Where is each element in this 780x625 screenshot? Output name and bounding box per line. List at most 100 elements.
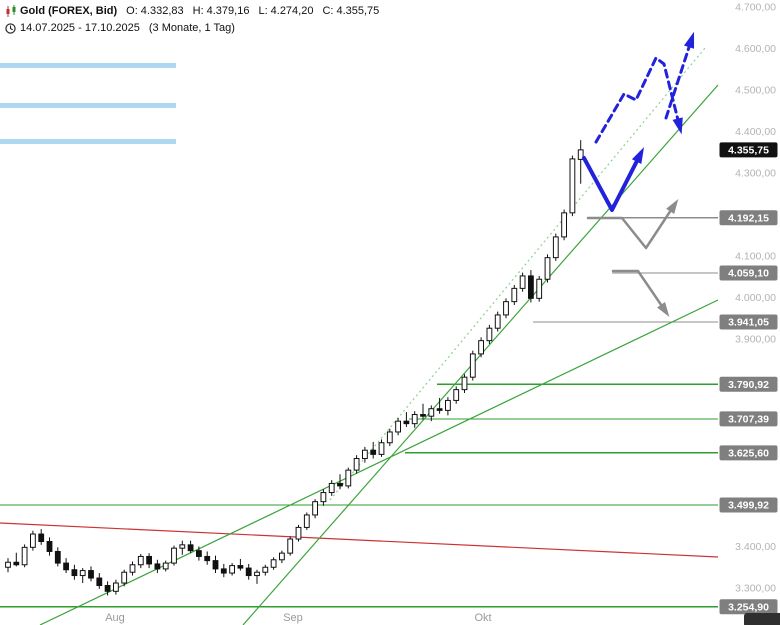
candle <box>245 563 252 580</box>
candle <box>212 555 219 574</box>
candle <box>13 552 20 567</box>
price-level-badge: 3.707,39 <box>719 411 778 427</box>
candle <box>71 564 78 580</box>
green-uptrend-steep <box>242 84 719 625</box>
candle <box>204 551 211 565</box>
candle <box>113 579 119 595</box>
red-downtrend-line <box>0 522 719 558</box>
svg-text:3.499,92: 3.499,92 <box>728 500 769 512</box>
svg-text:3.790,92: 3.790,92 <box>728 379 769 391</box>
candle <box>287 536 294 556</box>
target-zone-bar <box>0 103 176 108</box>
price-level-badge: 3.499,92 <box>719 497 778 513</box>
candle <box>162 560 169 572</box>
current-price-badge: 4.355,75 <box>719 142 778 158</box>
candle <box>378 439 385 457</box>
candle <box>220 563 227 578</box>
candle <box>519 272 526 292</box>
x-axis-label: Okt <box>474 612 491 624</box>
gray-scenario-arrow <box>611 269 670 317</box>
svg-text:3.625,60: 3.625,60 <box>728 447 769 459</box>
candle <box>544 254 551 283</box>
green-uptrend-moderate <box>39 299 719 625</box>
candlestick-icon <box>5 4 20 18</box>
candle <box>561 209 568 241</box>
date-range: 14.07.2025 - 17.10.2025 <box>20 22 140 34</box>
candle <box>54 547 61 567</box>
candle <box>395 417 402 436</box>
candle <box>196 546 202 561</box>
candle <box>38 529 45 545</box>
instrument-title: Gold (FOREX, Bid) <box>20 5 118 17</box>
blue-bounce-arrow <box>582 147 644 212</box>
ohlc-low: L: 4.274,20 <box>258 5 314 17</box>
candle <box>229 563 235 576</box>
candle <box>262 564 269 576</box>
candle <box>303 512 310 530</box>
y-axis-label: 3.400,00 <box>735 541 776 553</box>
candle <box>104 581 111 596</box>
candle <box>154 559 161 574</box>
candle <box>528 270 534 303</box>
candle <box>428 405 435 422</box>
y-axis-label: 4.300,00 <box>735 168 776 180</box>
x-axis-labels: Aug Sep Okt <box>105 612 491 624</box>
candle <box>420 403 426 420</box>
candle <box>353 455 360 474</box>
interval-label: (3 Monate, 1 Tag) <box>148 22 235 34</box>
candle <box>88 566 94 582</box>
y-axis-label: 3.900,00 <box>735 334 776 346</box>
trendlines <box>0 47 719 625</box>
scenario-annotations <box>582 31 695 317</box>
svg-text:4.192,15: 4.192,15 <box>728 212 769 224</box>
candle <box>279 550 285 564</box>
candle <box>478 337 485 358</box>
candle <box>552 233 559 261</box>
candle <box>270 557 277 570</box>
clock-icon <box>5 22 20 34</box>
target-zone-bars <box>0 63 176 144</box>
ohlc-high: H: 4.379,16 <box>192 5 250 17</box>
candle <box>295 524 302 542</box>
candle <box>461 374 468 393</box>
price-level-badge: 4.192,15 <box>719 210 778 226</box>
instrument-line: Gold (FOREX, Bid) O: 4.332,83 H: 4.379,16 … <box>5 3 388 19</box>
candle <box>5 558 11 573</box>
candle <box>171 545 177 566</box>
candle <box>445 397 451 416</box>
y-axis-label: 4.600,00 <box>735 43 776 55</box>
candle <box>486 324 493 344</box>
candle <box>237 558 244 571</box>
y-axis-label: 4.500,00 <box>735 85 776 97</box>
x-axis-label: Aug <box>105 612 125 624</box>
candle <box>569 155 576 217</box>
candle <box>30 530 36 551</box>
candle <box>46 537 53 556</box>
svg-text:3.254,90: 3.254,90 <box>728 601 769 613</box>
price-badges: 4.355,75 4.192,15 4.059,10 3.941,05 3.790,92… <box>719 142 778 615</box>
gray-scenario-arrow <box>586 198 679 250</box>
y-axis-label: 3.300,00 <box>735 583 776 595</box>
x-axis-label: Sep <box>283 612 303 624</box>
price-level-badge: 3.625,60 <box>719 445 778 461</box>
blue-projection-arrow <box>664 31 695 120</box>
candlesticks <box>5 140 584 596</box>
y-axis-label: 4.700,00 <box>735 2 776 14</box>
candle <box>79 568 86 584</box>
price-level-badge: 3.941,05 <box>719 314 778 330</box>
green-dotted-channel <box>329 47 706 501</box>
svg-text:4.059,10: 4.059,10 <box>728 268 769 280</box>
candle <box>577 140 584 184</box>
svg-text:3.941,05: 3.941,05 <box>728 317 769 329</box>
horizontal-levels <box>0 217 718 608</box>
candle <box>312 499 319 519</box>
candle <box>63 558 70 574</box>
y-axis-label: 4.400,00 <box>735 126 776 138</box>
svg-text:3.707,39: 3.707,39 <box>728 414 769 426</box>
candle <box>411 411 418 428</box>
candle <box>187 540 194 554</box>
y-axis-labels: 4.700,00 4.600,00 4.500,00 4.400,00 4.300,00… <box>735 2 776 595</box>
ohlc-open: O: 4.332,83 <box>126 5 184 17</box>
price-level-badge: 3.254,90 <box>719 599 778 615</box>
